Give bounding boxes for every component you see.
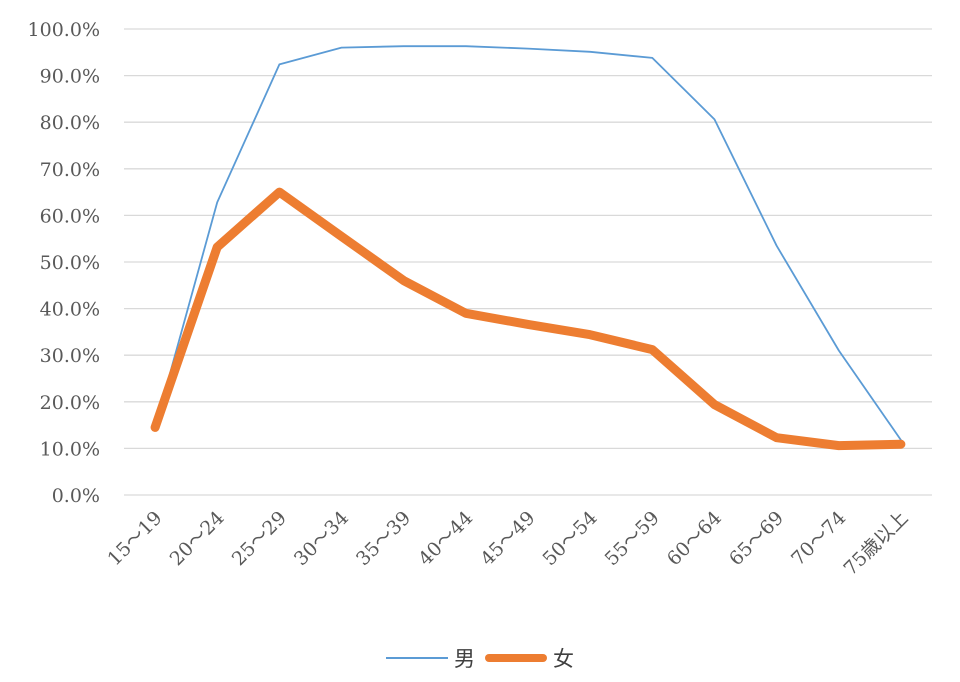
x-tick-label: 45～49 — [476, 507, 539, 570]
legend: 男 女 — [0, 640, 960, 676]
y-axis: 0.0% 10.0% 20.0% 30.0% 40.0% 50.0% 60.0% 70.0% 8… — [28, 19, 100, 507]
x-tick-label: 70～74 — [787, 507, 850, 570]
x-tick-label: 75歳以上 — [839, 507, 912, 580]
x-tick-label: 65～69 — [725, 507, 788, 570]
x-tick-label: 30～34 — [290, 507, 353, 570]
legend-label-female: 女 — [553, 647, 574, 671]
legend-swatch-male — [386, 657, 448, 659]
x-tick-label: 50～54 — [539, 507, 602, 570]
series-line-female — [150, 187, 906, 451]
x-tick-label: 25～29 — [228, 507, 291, 570]
x-axis: 15～1920～2425～2930～3435～3940～4445～4950～54… — [103, 507, 912, 580]
y-tick-label: 100.0% — [28, 19, 100, 41]
x-tick-label: 35～39 — [352, 507, 415, 570]
y-tick-label: 90.0% — [40, 66, 100, 88]
line-chart: 0.0% 10.0% 20.0% 30.0% 40.0% 50.0% 60.0% 70.0% 8… — [28, 19, 932, 580]
y-tick-label: 80.0% — [40, 112, 100, 134]
x-tick-label: 55～59 — [601, 507, 664, 570]
x-tick-label: 15～19 — [103, 507, 166, 570]
series-line-male — [154, 45, 902, 441]
y-tick-label: 20.0% — [40, 392, 100, 414]
y-tick-label: 60.0% — [40, 205, 100, 227]
y-tick-label: 50.0% — [40, 252, 100, 274]
legend-swatch-female — [485, 654, 547, 662]
x-tick-label: 20～24 — [166, 507, 229, 570]
legend-item-male: 男 — [386, 643, 475, 673]
y-tick-label: 30.0% — [40, 345, 100, 367]
legend-label-male: 男 — [454, 647, 475, 671]
y-tick-label: 0.0% — [52, 485, 100, 507]
y-tick-label: 70.0% — [40, 159, 100, 181]
gridlines — [124, 28, 932, 496]
x-tick-label: 60～64 — [663, 507, 726, 570]
x-tick-label: 40～44 — [414, 507, 477, 570]
y-tick-label: 40.0% — [40, 299, 100, 321]
series-lines — [150, 45, 906, 451]
legend-item-female: 女 — [485, 643, 574, 673]
y-tick-label: 10.0% — [40, 438, 100, 460]
